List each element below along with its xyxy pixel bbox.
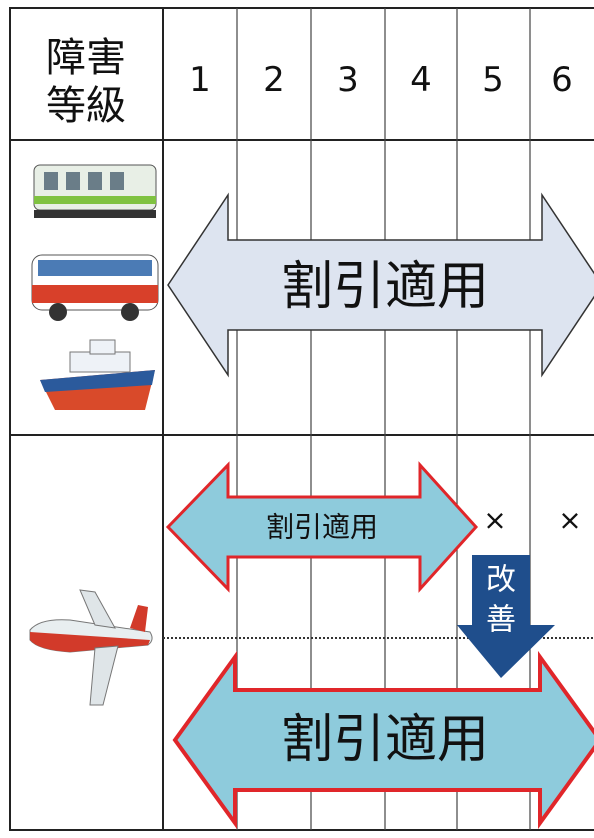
improved-arrow [172, 650, 594, 830]
train-icon [33, 164, 157, 218]
grade-label: 1 [189, 60, 211, 100]
arrow-label: 割引適用 [281, 710, 489, 770]
grade-label: 5 [482, 60, 504, 100]
grade-label: 4 [410, 60, 432, 100]
excluded-mark: × [558, 504, 581, 537]
grade-label: 6 [551, 60, 573, 100]
table-grid [9, 7, 594, 831]
plane-icon [29, 589, 153, 706]
discount-arrow [167, 192, 594, 378]
improvement-arrow [457, 555, 555, 678]
improvement-label: 改 [486, 563, 516, 598]
bus-icon [31, 254, 159, 321]
header-title: 等級 [46, 83, 126, 129]
excluded-mark: × [483, 504, 506, 537]
current-arrow [165, 461, 479, 593]
arrow-label: 割引適用 [266, 511, 378, 544]
ship-icon [40, 339, 155, 410]
arrow-label: 割引適用 [281, 257, 489, 317]
table-border [9, 7, 594, 831]
grade-label: 2 [263, 60, 285, 100]
header-title: 障害 [46, 35, 126, 81]
improvement-label: 善 [486, 603, 516, 638]
grade-label: 3 [337, 60, 359, 100]
